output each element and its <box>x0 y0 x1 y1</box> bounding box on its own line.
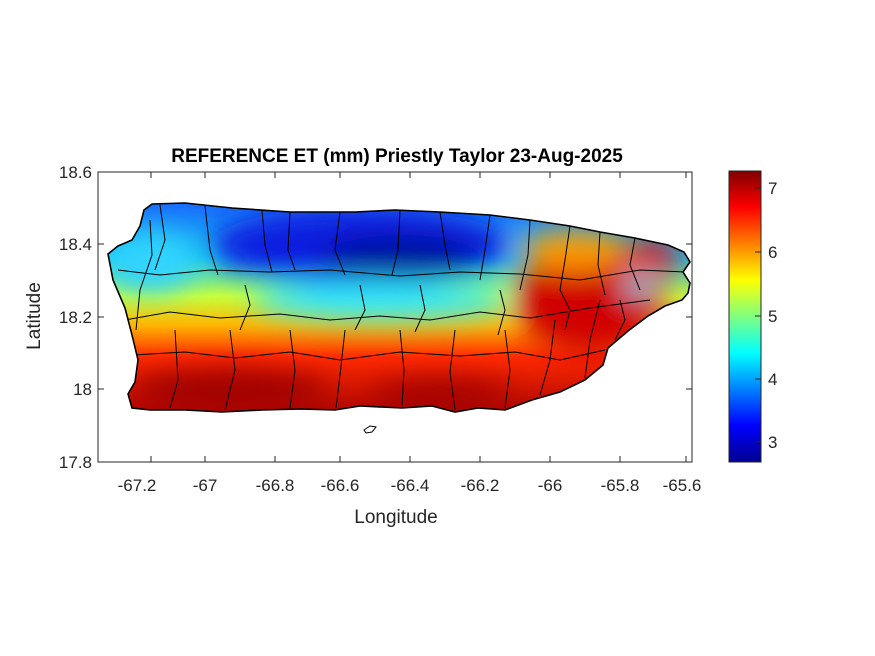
chart-title: REFERENCE ET (mm) Priestly Taylor 23-Aug… <box>171 146 623 167</box>
central-cyan-zone <box>250 280 510 320</box>
x-tick-label: -66.6 <box>321 476 360 495</box>
north-deepblue-zone <box>320 236 480 280</box>
colorbar-tick-label: 4 <box>768 370 777 389</box>
y-tick-label: 18 <box>73 380 92 399</box>
y-tick-label: 17.8 <box>59 453 92 472</box>
municipal-boundaries <box>117 204 686 411</box>
colorbar-tick-label: 5 <box>768 307 777 326</box>
y-ticks <box>98 171 692 463</box>
x-tick-label: -66.4 <box>391 476 430 495</box>
colorbar-tick-label: 7 <box>768 179 777 198</box>
south-darkred-zone <box>370 380 510 410</box>
y-tick-labels: 18.6 18.4 18.2 18 17.8 <box>59 163 92 472</box>
x-tick-labels: -67.2 -67 -66.8 -66.6 -66.4 -66.2 -66 -6… <box>118 476 702 495</box>
y-tick-label: 18.6 <box>59 163 92 182</box>
colorbar-tick-label: 3 <box>768 433 777 452</box>
colorbar: 7 6 5 4 3 <box>728 170 777 463</box>
x-axis-label: Longitude <box>354 507 437 528</box>
y-tick-label: 18.2 <box>59 308 92 327</box>
small-island <box>363 425 377 434</box>
x-tick-label: -65.6 <box>663 476 702 495</box>
x-tick-label: -67 <box>193 476 218 495</box>
colorbar-ticks <box>755 187 761 443</box>
heatmap-regions <box>108 207 680 410</box>
y-axis-label: Latitude <box>24 282 45 350</box>
east-orange-zone <box>520 230 630 270</box>
y-tick-label: 18.4 <box>59 235 92 254</box>
southeast-cyan-spot <box>626 275 654 295</box>
x-tick-label: -66 <box>538 476 563 495</box>
x-ticks <box>150 172 687 462</box>
x-tick-label: -66.2 <box>461 476 500 495</box>
x-tick-label: -65.8 <box>601 476 640 495</box>
coastline <box>107 202 691 413</box>
x-tick-label: -67.2 <box>118 476 157 495</box>
x-tick-label: -66.8 <box>256 476 295 495</box>
colorbar-tick-label: 6 <box>768 243 777 262</box>
northeast-red-zone <box>620 240 680 276</box>
